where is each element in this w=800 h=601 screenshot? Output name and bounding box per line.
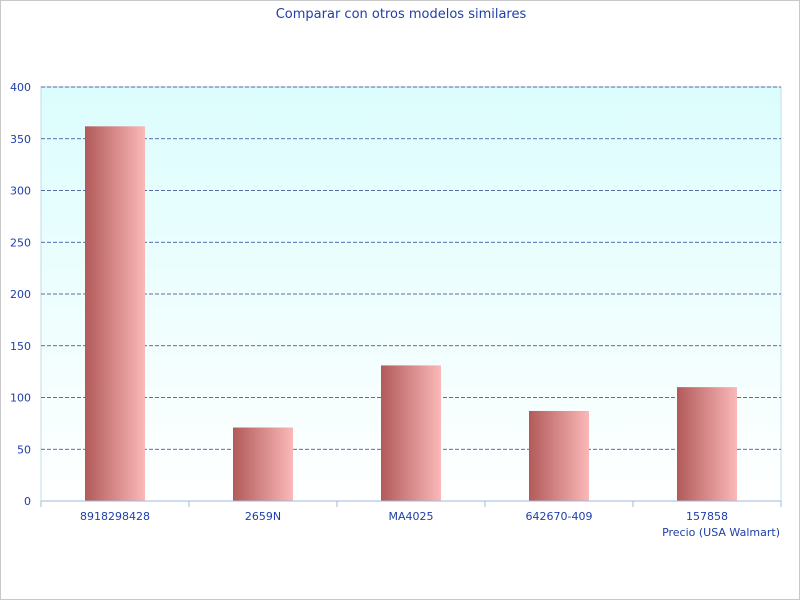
y-tick-label: 50 — [17, 443, 31, 456]
y-tick-label: 200 — [10, 288, 31, 301]
y-axis-ticks: 0 50 100 150 200 250 300 350 400 — [10, 81, 31, 508]
x-tick-label: 157858 — [686, 510, 728, 523]
x-tick-label: 642670-409 — [526, 510, 593, 523]
y-tick-label: 0 — [24, 495, 31, 508]
y-tick-label: 400 — [10, 81, 31, 94]
bar — [233, 427, 293, 501]
x-tick-label: MA4025 — [388, 510, 433, 523]
y-tick-label: 300 — [10, 185, 31, 198]
y-tick-label: 100 — [10, 392, 31, 405]
chart-title: Comparar con otros modelos similares — [276, 7, 527, 22]
x-tick-label: 8918298428 — [80, 510, 150, 523]
x-axis-label: Precio (USA Walmart) — [662, 526, 780, 539]
x-axis-ticks: 8918298428 2659N MA4025 642670-409 157858 — [40, 501, 782, 523]
x-tick-label: 2659N — [245, 510, 281, 523]
bar — [381, 365, 441, 501]
y-tick-label: 150 — [10, 340, 31, 353]
bars — [85, 126, 737, 501]
y-tick-label: 350 — [10, 133, 31, 146]
bar — [677, 387, 737, 501]
bar — [85, 126, 145, 501]
y-tick-label: 250 — [10, 236, 31, 249]
bar — [529, 410, 589, 501]
